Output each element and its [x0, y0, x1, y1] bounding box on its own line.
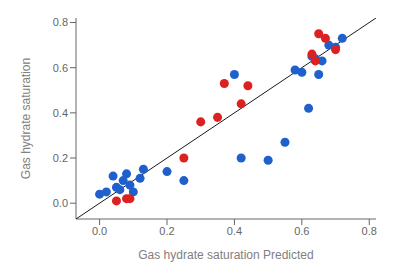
svg-text:Gas hydrate saturation: Gas hydrate saturation [19, 58, 33, 179]
svg-text:0.6: 0.6 [53, 62, 68, 74]
svg-text:0.6: 0.6 [294, 225, 309, 237]
svg-text:0.0: 0.0 [92, 225, 107, 237]
svg-text:Gas hydrate saturation Predict: Gas hydrate saturation Predicted [138, 248, 313, 262]
svg-text:0.0: 0.0 [53, 197, 68, 209]
svg-text:0.4: 0.4 [227, 225, 242, 237]
svg-text:0.8: 0.8 [362, 225, 377, 237]
svg-text:0.8: 0.8 [53, 16, 68, 28]
svg-text:0.2: 0.2 [53, 152, 68, 164]
svg-text:0.2: 0.2 [159, 225, 174, 237]
svg-text:0.4: 0.4 [53, 107, 68, 119]
